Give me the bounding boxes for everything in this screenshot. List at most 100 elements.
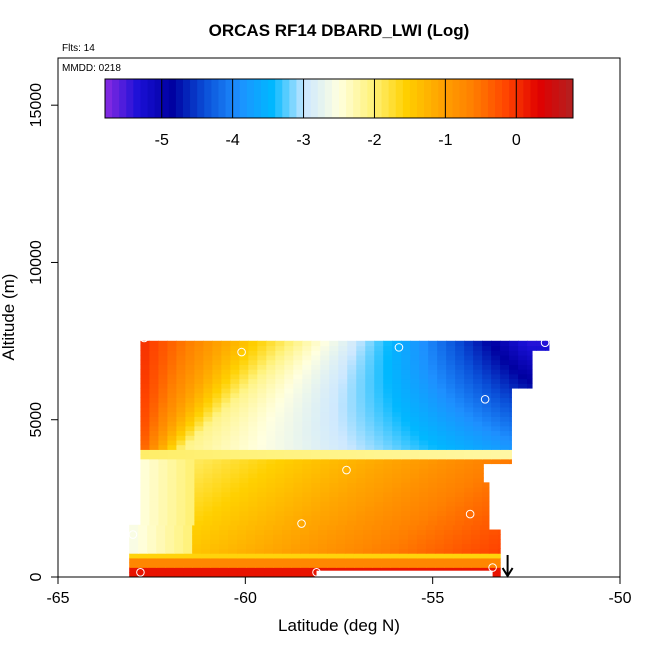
heatmap-cell [194, 397, 204, 403]
colorbar-segment [289, 79, 297, 118]
heatmap-cell [491, 402, 501, 408]
heatmap-cell [284, 458, 294, 465]
heatmap-cell [293, 340, 303, 347]
heatmap-cell [239, 345, 249, 351]
heatmap-cell [212, 340, 222, 347]
heatmap-cell [230, 406, 240, 413]
heatmap-cell [383, 345, 393, 351]
heatmap-cell [248, 477, 258, 483]
heatmap-cell [482, 373, 492, 380]
heatmap-cell [210, 571, 220, 578]
heatmap-cell [455, 477, 465, 483]
heatmap-cell [237, 562, 247, 568]
heatmap-cell [266, 402, 276, 408]
heatmap-cell [203, 487, 213, 493]
heatmap-cell [338, 350, 348, 356]
heatmap-cell [392, 463, 402, 469]
heatmap-cell [248, 402, 258, 408]
heatmap-cell [230, 463, 240, 469]
heatmap-cell [203, 369, 213, 375]
x-tick-label: -50 [608, 590, 631, 607]
heatmap-cell [219, 524, 229, 531]
heatmap-cell [311, 383, 321, 389]
heatmap-cell [461, 562, 472, 568]
heatmap-cell [318, 548, 328, 554]
colorbar-segment [473, 79, 482, 118]
heatmap-cell [156, 534, 166, 540]
heatmap-cell [140, 421, 151, 427]
heatmap-cell [210, 557, 220, 564]
heatmap-cell [194, 482, 204, 488]
heatmap-cell [446, 350, 456, 356]
heatmap-cell [221, 501, 231, 507]
heatmap-cell [284, 416, 294, 422]
heatmap-cell [248, 359, 258, 365]
heatmap-cell [203, 458, 213, 465]
y-tick-label: 15000 [28, 83, 45, 128]
heatmap-cell [174, 571, 184, 578]
heatmap-cell [482, 392, 492, 399]
heatmap-cell [347, 454, 357, 460]
heatmap-cell [338, 402, 348, 408]
heatmap-cell [194, 411, 204, 417]
colorbar-segment [147, 79, 156, 118]
heatmap-cell [392, 392, 402, 399]
heatmap-cell [302, 378, 312, 384]
heatmap-cell [356, 482, 366, 488]
heatmap-cell [371, 553, 382, 559]
heatmap-cell [320, 472, 330, 479]
heatmap-cell [500, 397, 510, 403]
heatmap-cell [230, 505, 240, 512]
heatmap-cell [275, 496, 285, 502]
colorbar-tick-label: -4 [226, 132, 240, 149]
colorbar-segment [246, 79, 255, 118]
heatmap-cell [410, 364, 420, 370]
heatmap-cell [338, 387, 348, 394]
heatmap-cell [473, 449, 483, 455]
heatmap-cell [365, 397, 375, 403]
heatmap-cell [212, 392, 222, 399]
heatmap-cell [410, 520, 420, 526]
heatmap-cell [347, 439, 357, 446]
heatmap-cell [246, 543, 256, 549]
heatmap-cell [257, 406, 267, 413]
heatmap-cell [275, 520, 285, 526]
heatmap-cell [464, 463, 474, 469]
heatmap-cell [302, 491, 312, 498]
heatmap-cell [318, 567, 328, 573]
heatmap-cell [300, 543, 310, 549]
heatmap-cell [320, 406, 330, 413]
heatmap-cell [482, 496, 490, 502]
heatmap-cell [455, 468, 465, 474]
heatmap-cell [336, 562, 346, 568]
heatmap-cell [347, 383, 357, 389]
heatmap-cell [491, 444, 501, 450]
heatmap-cell [527, 354, 533, 361]
heatmap-cell [203, 510, 213, 516]
heatmap-cell [374, 482, 384, 488]
heatmap-cell [419, 340, 429, 347]
heatmap-cell [282, 553, 292, 559]
heatmap-cell [425, 562, 436, 568]
heatmap-cell [482, 501, 490, 507]
heatmap-cell [320, 501, 330, 507]
heatmap-cell [239, 468, 249, 474]
heatmap-cell [302, 387, 312, 394]
heatmap-cell [509, 392, 512, 399]
heatmap-cell [275, 411, 285, 417]
heatmap-cell [407, 548, 418, 554]
heatmap-cell [165, 553, 175, 559]
heatmap-cell [176, 515, 186, 521]
heatmap-cell [194, 487, 204, 493]
heatmap-cell [257, 392, 267, 399]
heatmap-cell [194, 520, 204, 526]
heatmap-cell [176, 345, 186, 351]
heatmap-cell [284, 378, 294, 384]
heatmap-cell [482, 340, 492, 347]
heatmap-cell [183, 571, 193, 578]
heatmap-cell [464, 482, 474, 488]
heatmap-cell [398, 543, 409, 549]
heatmap-cell [410, 397, 420, 403]
heatmap-cell [230, 487, 240, 493]
heatmap-cell [176, 350, 186, 356]
